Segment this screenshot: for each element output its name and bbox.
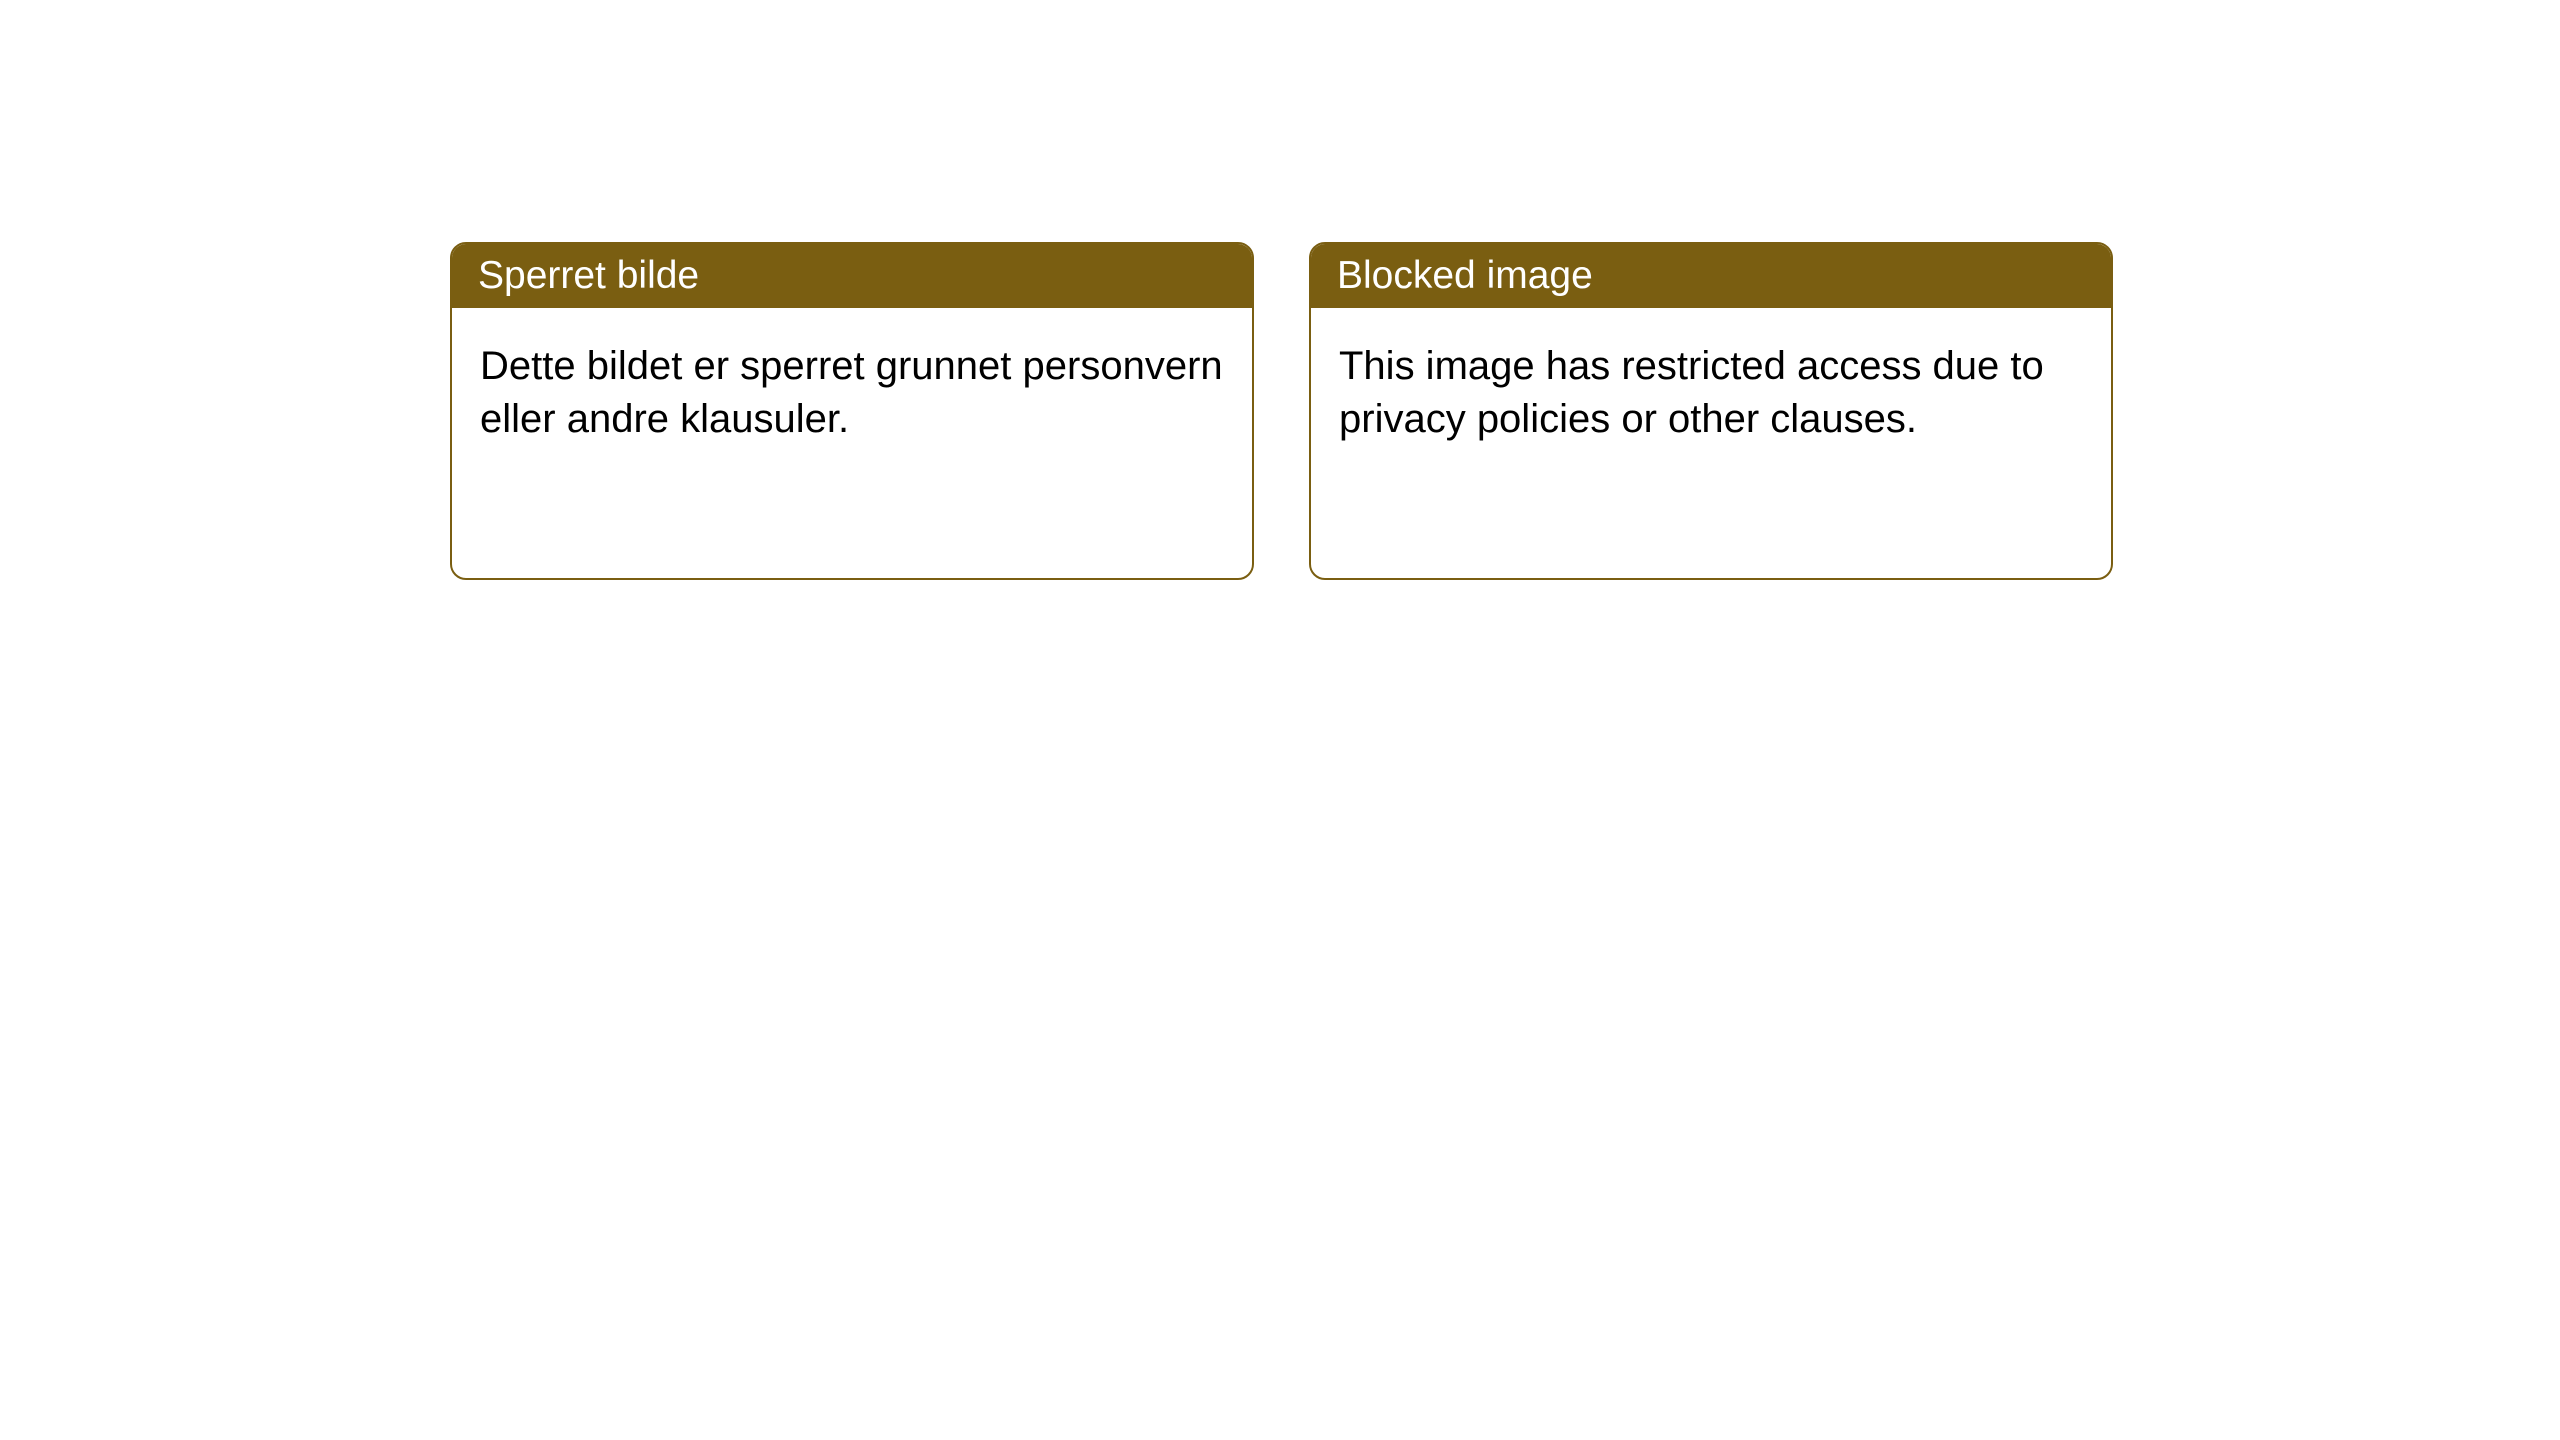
notice-header-norwegian: Sperret bilde — [452, 244, 1252, 308]
notice-cards-container: Sperret bilde Dette bildet er sperret gr… — [450, 242, 2113, 580]
notice-card-norwegian: Sperret bilde Dette bildet er sperret gr… — [450, 242, 1254, 580]
notice-body-english: This image has restricted access due to … — [1311, 308, 2111, 478]
notice-card-english: Blocked image This image has restricted … — [1309, 242, 2113, 580]
notice-body-norwegian: Dette bildet er sperret grunnet personve… — [452, 308, 1252, 478]
notice-header-english: Blocked image — [1311, 244, 2111, 308]
